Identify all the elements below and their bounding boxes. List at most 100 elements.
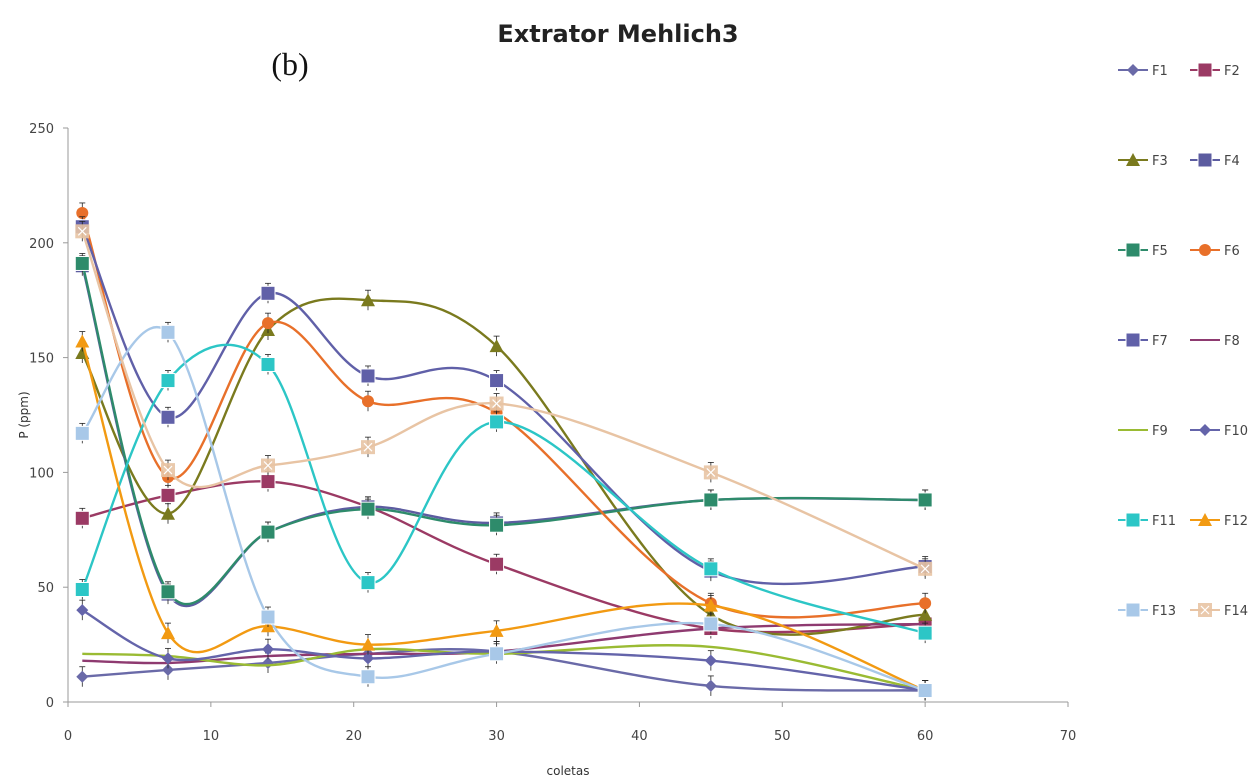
data-point — [703, 561, 719, 577]
legend-label: F3 — [1152, 154, 1168, 169]
data-point — [703, 492, 719, 508]
legend-marker — [1199, 424, 1211, 436]
legend-item-f4: F4 — [1190, 152, 1240, 169]
series-f2 — [74, 471, 933, 639]
marker-cross — [77, 226, 87, 236]
y-tick-label: 50 — [37, 581, 54, 596]
data-point — [489, 339, 504, 353]
data-point — [917, 683, 933, 699]
data-point — [74, 425, 90, 441]
marker-cross — [920, 564, 930, 574]
data-point — [360, 669, 376, 685]
legend-item-f13: F13 — [1118, 602, 1176, 619]
legend-item-f6: F6 — [1190, 244, 1240, 259]
legend-label: F1 — [1152, 64, 1168, 79]
series-f13 — [74, 321, 933, 701]
marker-cross — [163, 465, 173, 475]
legend-marker — [1126, 153, 1140, 166]
legend-item-f14: F14 — [1190, 603, 1248, 619]
legend-label: F13 — [1152, 604, 1176, 619]
data-point — [362, 652, 374, 665]
data-point — [489, 517, 505, 533]
series-line — [82, 648, 926, 692]
data-point — [703, 465, 718, 480]
data-point — [918, 607, 933, 621]
legend-label: F11 — [1152, 514, 1176, 529]
data-point — [262, 643, 274, 656]
series-line — [82, 644, 926, 692]
data-point — [74, 510, 90, 526]
data-point — [76, 206, 89, 219]
legend-item-f12: F12 — [1190, 513, 1248, 529]
data-point — [704, 654, 717, 667]
legend-label: F10 — [1224, 424, 1248, 439]
data-point — [489, 556, 505, 572]
data-point — [74, 255, 90, 271]
legend-marker — [1199, 244, 1211, 256]
data-point — [75, 334, 90, 348]
x-tick-label: 50 — [774, 729, 791, 744]
panel-label: (b) — [271, 46, 308, 82]
marker-cross — [706, 467, 716, 477]
data-point — [260, 356, 276, 372]
legend-label: F6 — [1224, 244, 1240, 259]
series-f6 — [76, 202, 932, 619]
legend-item-f10: F10 — [1190, 424, 1248, 439]
data-point — [360, 368, 376, 384]
legend-label: F4 — [1224, 154, 1240, 169]
data-point — [160, 373, 176, 389]
legend-marker — [1197, 62, 1213, 78]
chart-title: Extrator Mehlich3 — [497, 20, 738, 48]
data-point — [260, 285, 276, 301]
marker-cross — [1200, 605, 1210, 615]
legend-label: F2 — [1224, 64, 1240, 79]
data-point — [919, 597, 932, 610]
y-tick-label: 100 — [29, 466, 54, 481]
x-tick-label: 40 — [631, 729, 648, 744]
data-point — [261, 458, 275, 473]
legend-label: F7 — [1152, 334, 1168, 349]
legend-label: F9 — [1152, 424, 1168, 439]
data-point — [489, 373, 505, 389]
data-point — [160, 487, 176, 503]
legend-label: F5 — [1152, 244, 1168, 259]
y-tick-label: 150 — [29, 352, 54, 367]
data-point — [361, 293, 375, 307]
data-point — [361, 637, 375, 651]
data-point — [360, 501, 376, 517]
data-point — [260, 524, 276, 540]
legend-marker — [1125, 512, 1141, 528]
x-axis-label: coletas — [547, 764, 590, 778]
marker-cross — [263, 461, 273, 470]
data-point — [76, 670, 89, 683]
legend-marker — [1125, 332, 1141, 348]
data-point — [917, 625, 933, 641]
data-point — [160, 324, 176, 340]
marker-cross — [492, 399, 501, 408]
data-point — [489, 414, 505, 430]
y-tick-label: 250 — [29, 122, 54, 137]
legend-marker — [1198, 513, 1212, 526]
series-f11 — [74, 343, 933, 644]
x-tick-label: 70 — [1060, 729, 1077, 744]
legend-marker — [1125, 242, 1141, 258]
series-f9 — [82, 644, 926, 692]
legend-label: F14 — [1224, 604, 1248, 619]
data-point — [703, 616, 719, 632]
series-f5 — [74, 253, 933, 606]
legend-item-f5: F5 — [1118, 242, 1168, 259]
legend-marker — [1127, 64, 1139, 76]
data-point — [260, 474, 276, 490]
x-tick-label: 0 — [64, 729, 72, 744]
data-point — [489, 623, 504, 637]
x-tick-label: 30 — [488, 729, 505, 744]
data-point — [362, 395, 374, 408]
data-point — [162, 663, 174, 676]
data-point — [489, 396, 504, 411]
data-point — [704, 679, 717, 692]
x-tick-label: 60 — [917, 729, 934, 744]
data-point — [161, 626, 175, 640]
data-point — [360, 575, 376, 591]
data-point — [161, 463, 175, 478]
legend-item-f1: F1 — [1118, 64, 1168, 79]
